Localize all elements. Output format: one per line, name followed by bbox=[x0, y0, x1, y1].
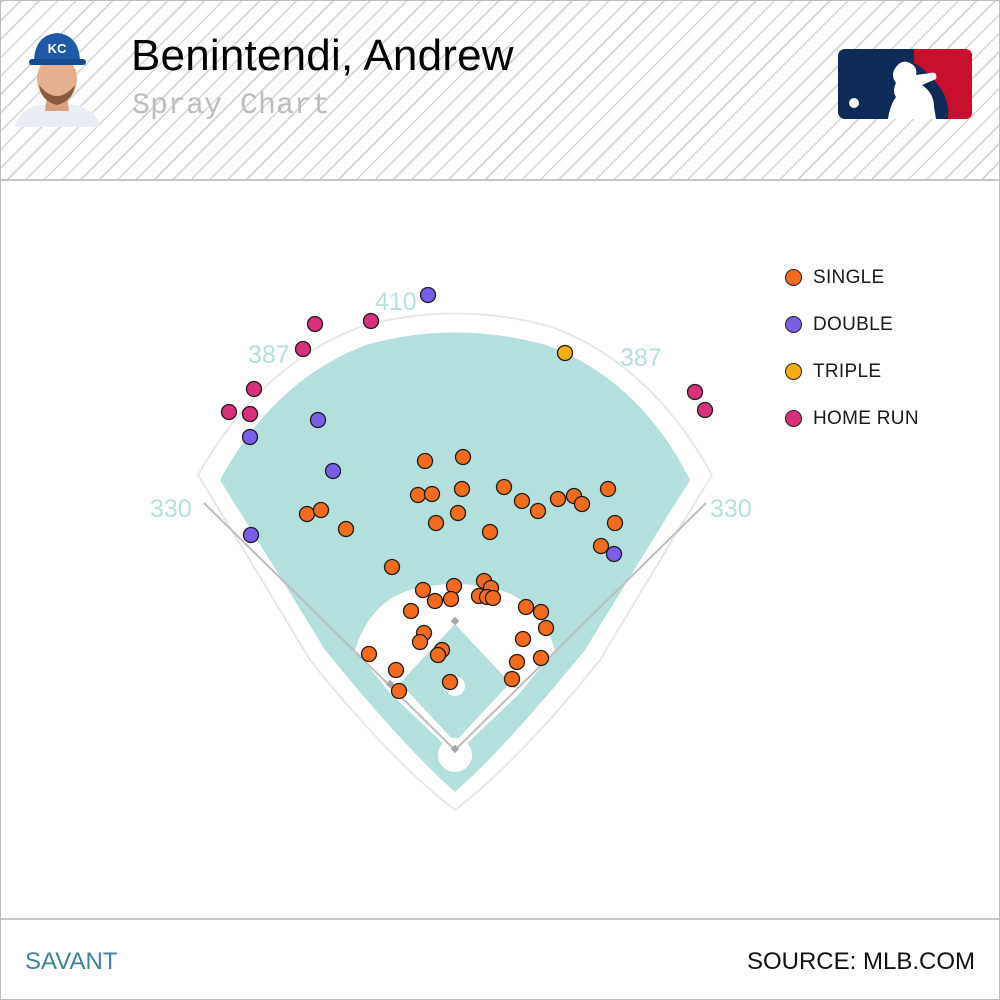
hit-point-single bbox=[383, 558, 401, 576]
hit-point-home-run bbox=[294, 340, 312, 358]
hit-point-single bbox=[337, 520, 355, 538]
legend-item-home-run: HOME RUN bbox=[783, 395, 983, 442]
legend-label: TRIPLE bbox=[813, 360, 882, 382]
hit-point-double bbox=[242, 526, 260, 544]
home-plate-circle bbox=[438, 738, 472, 772]
hit-point-single bbox=[537, 619, 555, 637]
legend-item-single: SINGLE bbox=[783, 254, 983, 301]
right-foul-line bbox=[454, 502, 707, 751]
third-base bbox=[385, 679, 395, 689]
hit-point-double bbox=[419, 286, 437, 304]
legend-item-double: DOUBLE bbox=[783, 301, 983, 348]
hit-point-single bbox=[441, 673, 459, 691]
hit-point-single bbox=[409, 486, 427, 504]
hit-point-single bbox=[503, 670, 521, 688]
legend-swatch bbox=[785, 269, 802, 286]
left-foul-line bbox=[203, 502, 456, 751]
hit-point-single bbox=[514, 630, 532, 648]
hit-point-single bbox=[484, 589, 502, 607]
hit-point-single bbox=[416, 452, 434, 470]
hit-point-single bbox=[411, 633, 429, 651]
hit-point-single bbox=[423, 485, 441, 503]
legend-swatch bbox=[785, 316, 802, 333]
hit-point-single bbox=[532, 603, 550, 621]
distance-right-center: 387 bbox=[620, 344, 662, 372]
hit-point-single bbox=[573, 495, 591, 513]
distance-center: 410 bbox=[375, 288, 417, 316]
hit-point-single bbox=[529, 502, 547, 520]
mlb-logo bbox=[838, 49, 972, 119]
legend: SINGLE DOUBLE TRIPLE HOME RUN bbox=[783, 254, 983, 442]
savant-link[interactable]: SAVANT bbox=[25, 948, 118, 975]
hit-point-home-run bbox=[245, 380, 263, 398]
second-base bbox=[450, 616, 460, 626]
cap-logo: KC bbox=[48, 41, 67, 56]
distance-right-line: 330 bbox=[710, 495, 752, 523]
hit-point-triple bbox=[556, 344, 574, 362]
hit-point-single bbox=[414, 581, 432, 599]
hit-point-single bbox=[549, 490, 567, 508]
legend-swatch bbox=[785, 410, 802, 427]
source-credit: SOURCE: MLB.COM bbox=[746, 948, 975, 975]
hit-point-single bbox=[298, 505, 316, 523]
hit-point-home-run bbox=[696, 401, 714, 419]
hit-point-single bbox=[481, 523, 499, 541]
hit-point-single bbox=[592, 537, 610, 555]
hit-point-single bbox=[390, 682, 408, 700]
hit-point-single bbox=[508, 653, 526, 671]
hit-points bbox=[220, 286, 714, 700]
hit-point-home-run bbox=[220, 403, 238, 421]
hit-point-single bbox=[402, 602, 420, 620]
legend-item-triple: TRIPLE bbox=[783, 348, 983, 395]
hit-point-single bbox=[454, 448, 472, 466]
hit-point-single bbox=[312, 501, 330, 519]
hit-point-single bbox=[453, 480, 471, 498]
hit-point-single bbox=[495, 478, 513, 496]
spray-chart: 330 387 410 387 330 bbox=[150, 286, 752, 812]
player-name: Benintendi, Andrew bbox=[131, 31, 514, 80]
hit-point-single bbox=[442, 590, 460, 608]
hit-point-home-run bbox=[241, 405, 259, 423]
distance-left-line: 330 bbox=[150, 495, 192, 523]
hit-point-single bbox=[606, 514, 624, 532]
legend-label: DOUBLE bbox=[813, 313, 893, 335]
home-plate bbox=[450, 744, 460, 754]
hit-point-double bbox=[241, 428, 259, 446]
hit-point-single bbox=[429, 646, 447, 664]
distance-left-center: 387 bbox=[248, 341, 290, 369]
hit-point-home-run bbox=[686, 383, 704, 401]
hit-point-home-run bbox=[306, 315, 324, 333]
hit-point-single bbox=[449, 504, 467, 522]
player-headshot: KC bbox=[15, 33, 101, 127]
hit-point-single bbox=[387, 661, 405, 679]
hit-point-home-run bbox=[362, 312, 380, 330]
footer-divider bbox=[1, 918, 999, 920]
hit-point-single bbox=[427, 514, 445, 532]
outfield-grass bbox=[220, 332, 690, 792]
hit-point-single bbox=[426, 592, 444, 610]
hit-point-single bbox=[513, 492, 531, 510]
hit-point-double bbox=[309, 411, 327, 429]
chart-subtitle: Spray Chart bbox=[132, 89, 331, 123]
header: KC Benintendi, Andrew Spray Chart bbox=[1, 1, 999, 181]
hit-point-double bbox=[605, 545, 623, 563]
hit-point-single bbox=[517, 598, 535, 616]
hit-point-single bbox=[360, 645, 378, 663]
hit-point-single bbox=[532, 649, 550, 667]
hit-point-double bbox=[324, 462, 342, 480]
legend-swatch bbox=[785, 363, 802, 380]
hit-point-single bbox=[599, 480, 617, 498]
legend-label: SINGLE bbox=[813, 266, 885, 288]
legend-label: HOME RUN bbox=[813, 407, 919, 429]
